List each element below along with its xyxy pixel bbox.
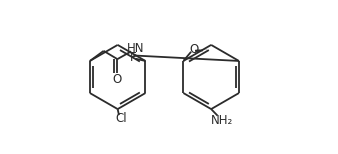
- Text: F: F: [130, 51, 137, 64]
- Text: NH₂: NH₂: [211, 114, 233, 127]
- Text: O: O: [189, 43, 198, 57]
- Text: Cl: Cl: [115, 112, 127, 125]
- Text: HN: HN: [127, 42, 144, 55]
- Text: methoxy: methoxy: [202, 49, 209, 50]
- Text: O: O: [113, 73, 122, 86]
